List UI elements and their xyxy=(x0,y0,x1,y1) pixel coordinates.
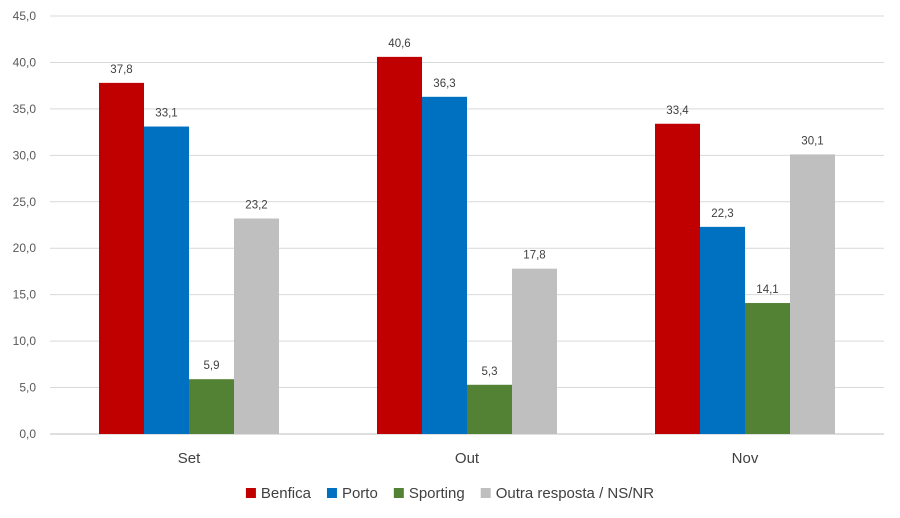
data-label: 23,2 xyxy=(245,199,267,211)
y-tick-label: 20,0 xyxy=(13,241,37,255)
bar-outra-resposta-ns-nr-nov xyxy=(790,154,835,434)
x-tick-label: Nov xyxy=(732,450,759,467)
x-axis: Set Out Nov xyxy=(178,450,759,467)
legend-swatch xyxy=(393,488,404,498)
data-labels: 37,8 33,1 5,9 23,2 40,6 36,3 5,3 17,8 33,4 22,3 14… xyxy=(110,38,823,378)
bar-benfica-out xyxy=(377,56,422,434)
legend-swatch xyxy=(326,488,337,498)
legend-label: Benfica xyxy=(261,485,312,502)
data-label: 17,8 xyxy=(523,250,545,262)
legend-label: Outra resposta / NS/NR xyxy=(496,485,655,502)
y-tick-label: 15,0 xyxy=(13,288,37,302)
y-tick-label: 0,0 xyxy=(19,427,36,441)
x-tick-label: Out xyxy=(455,450,480,467)
bar-outra-resposta-ns-nr-set xyxy=(234,218,279,434)
y-tick-label: 45,0 xyxy=(13,9,37,23)
bar-sporting-nov xyxy=(745,303,790,434)
bar-benfica-set xyxy=(99,82,144,434)
data-label: 14,1 xyxy=(756,284,778,296)
data-label: 5,3 xyxy=(482,366,498,378)
data-label: 36,3 xyxy=(433,78,455,90)
y-tick-label: 30,0 xyxy=(13,148,37,162)
bar-porto-nov xyxy=(700,226,745,434)
bar-sporting-out xyxy=(467,384,512,434)
data-label: 33,1 xyxy=(155,108,177,120)
y-tick-label: 35,0 xyxy=(13,102,37,116)
data-label: 5,9 xyxy=(204,360,220,372)
y-tick-label: 10,0 xyxy=(13,334,37,348)
data-label: 40,6 xyxy=(388,38,410,50)
legend: Benfica Porto Sporting Outra resposta / NS/… xyxy=(245,485,655,502)
y-tick-label: 5,0 xyxy=(19,381,36,395)
bar-porto-out xyxy=(422,96,467,435)
y-tick-label: 25,0 xyxy=(13,195,37,209)
data-label: 30,1 xyxy=(801,135,823,147)
legend-swatch xyxy=(480,488,491,498)
data-label: 33,4 xyxy=(666,105,689,117)
data-label: 22,3 xyxy=(711,208,733,220)
bar-sporting-set xyxy=(189,379,234,434)
bar-outra-resposta-ns-nr-out xyxy=(512,268,557,434)
legend-label: Sporting xyxy=(409,485,465,502)
bar-porto-set xyxy=(144,126,189,434)
legend-swatch xyxy=(245,488,256,498)
x-tick-label: Set xyxy=(178,450,201,467)
data-label: 37,8 xyxy=(110,64,132,76)
y-axis: 0,0 5,0 10,0 15,0 20,0 25,0 30,0 35,0 40,0 45,0 xyxy=(13,9,37,441)
legend-label: Porto xyxy=(342,485,378,502)
bars xyxy=(99,56,835,435)
y-tick-label: 40,0 xyxy=(13,55,37,69)
bar-benfica-nov xyxy=(655,123,700,435)
